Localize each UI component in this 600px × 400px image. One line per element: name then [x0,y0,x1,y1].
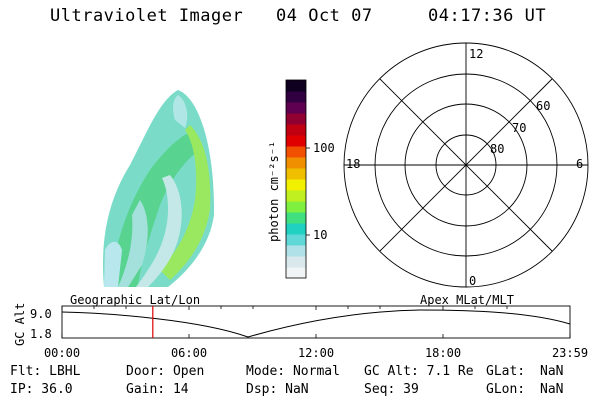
observation-time: 04:17:36 UT [428,6,547,26]
timeline-frame [61,305,571,339]
info-flt: Flt: LBHL [10,364,81,379]
polar-label-bottom: 0 [469,274,476,288]
colorbar-segment [286,179,306,191]
colorbar-segment [286,267,306,279]
colorbar-segment [286,256,306,268]
timeline-xtick-0000: 00:00 [44,346,80,360]
timeline-ylabel: GC Alt [13,303,27,346]
info-glat-label: GLat: [486,364,526,379]
timeline-right-label: Apex MLat/MLT [420,293,514,307]
polar-diagonal-2 [379,78,553,252]
colorbar-tick-label-10: 10 [313,228,327,242]
timeline-left-label: Geographic Lat/Lon [70,293,200,307]
info-seq: Seq: 39 [364,382,419,397]
info-glat-value: NaN [540,364,564,379]
colorbar-segment [286,212,306,224]
polar-label-right: 6 [576,157,583,171]
timeline-ytick-top: 9.0 [30,307,52,321]
colorbar-segment [286,223,306,235]
info-dsp: Dsp: NaN [246,382,309,397]
info-gain: Gain: 14 [126,382,189,397]
timeline-minor-ticks [61,306,571,338]
timeline-xtick-1800: 18:00 [425,346,461,360]
timeline-ytick-bottom: 1.8 [30,327,52,341]
colorbar-segment [286,190,306,202]
polar-label-top: 12 [469,47,483,61]
app-title: Ultraviolet Imager [50,6,244,26]
colorbar-segment [286,146,306,158]
polar-ring-label-80: 80 [490,142,504,156]
colorbar-frame [285,79,307,279]
timeline-xtick-0600: 06:00 [171,346,207,360]
polar-label-left: 18 [346,157,360,171]
info-door: Door: Open [126,364,205,379]
colorbar-segment [286,157,306,169]
polar-plot [343,42,589,288]
colorbar-segment [286,113,306,125]
info-glon-label: GLon: [486,382,526,397]
info-ip: IP: 36.0 [10,382,73,397]
colorbar-segment [286,102,306,114]
colorbar-segment [286,124,306,136]
timeline-xtick-1200: 12:00 [298,346,334,360]
colorbar-tick-label-100: 100 [313,141,335,155]
auroral-image [103,90,215,287]
info-gcalt: GC Alt: 7.1 Re [364,364,474,379]
colorbar-segment [286,245,306,257]
colorbar-segment [286,135,306,147]
colorbar [286,80,306,279]
colorbar-segment [286,234,306,246]
observation-date: 04 Oct 07 [276,6,373,26]
timeline-xtick-2359: 23:59 [552,346,588,360]
colorbar-segment [286,91,306,103]
colorbar-segment [286,168,306,180]
polar-ring-label-70: 70 [512,121,526,135]
colorbar-unit-label: photon cm⁻²s⁻¹ [267,141,281,242]
altitude-curve [61,309,571,338]
colorbar-segment [286,201,306,213]
info-mode: Mode: Normal [246,364,340,379]
colorbar-segment [286,80,306,92]
polar-ring-label-60: 60 [536,99,550,113]
info-glon-value: NaN [540,382,564,397]
